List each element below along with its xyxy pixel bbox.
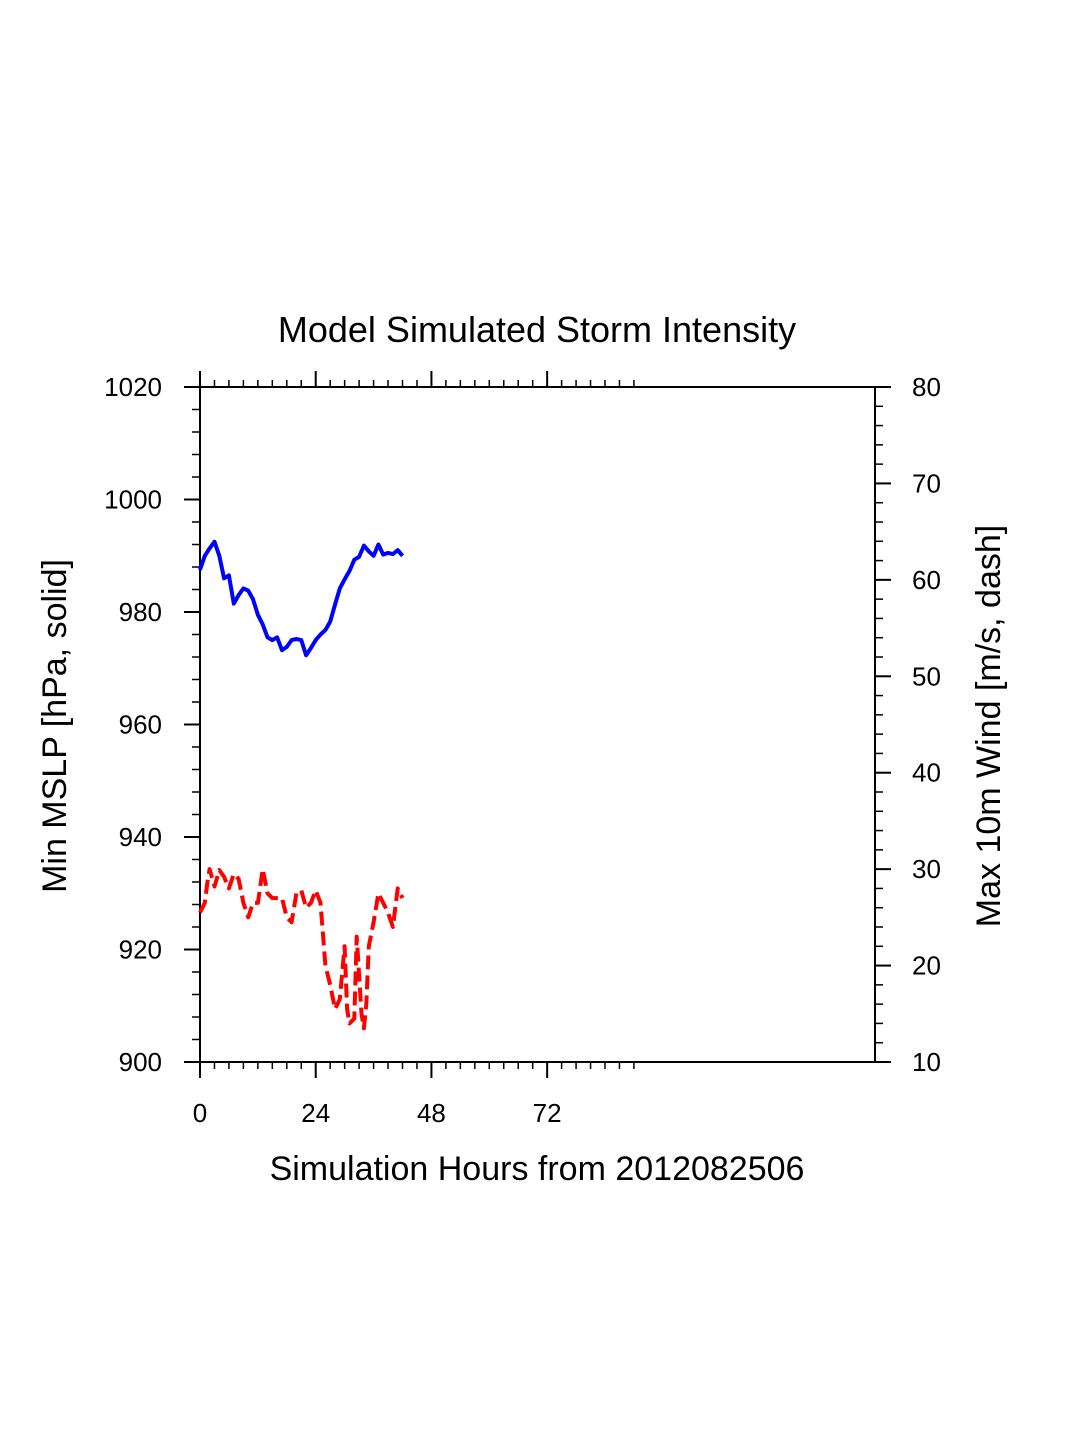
x-tick-label: 24 xyxy=(301,1098,330,1128)
y-left-tick-label: 960 xyxy=(119,710,162,740)
y-right-tick-label: 80 xyxy=(912,372,941,402)
x-tick-label: 0 xyxy=(193,1098,207,1128)
x-axis: 0 24 48 72 xyxy=(193,371,562,1128)
y-axis-left: 900 920 940 960 980 1000 1020 xyxy=(104,372,200,1077)
y-right-tick-label: 50 xyxy=(912,661,941,691)
x-axis-title: Simulation Hours from 2012082506 xyxy=(270,1150,805,1188)
y-right-tick-label: 60 xyxy=(912,565,941,595)
y-axis-left-title: Min MSLP [hPa, solid] xyxy=(36,559,74,893)
y-left-tick-label: 980 xyxy=(119,597,162,627)
y-left-tick-label: 920 xyxy=(119,935,162,965)
y-left-tick-label: 1020 xyxy=(104,372,162,402)
x-tick-label: 48 xyxy=(417,1098,446,1128)
series-line-max-10m-wind xyxy=(198,867,405,1031)
y-right-tick-label: 20 xyxy=(912,951,941,981)
y-right-tick-label: 30 xyxy=(912,854,941,884)
y-right-tick-label: 70 xyxy=(912,468,941,498)
y-right-tick-label: 40 xyxy=(912,758,941,788)
y-left-tick-label: 1000 xyxy=(104,485,162,515)
y-right-tick-label: 10 xyxy=(912,1047,941,1077)
y-axis-right-title: Max 10m Wind [m/s, dash] xyxy=(970,525,1008,927)
y-left-tick-label: 900 xyxy=(119,1047,162,1077)
y-axis-right: 10 20 30 40 50 60 70 80 xyxy=(875,372,941,1077)
plot-frame xyxy=(199,386,876,1063)
y-left-tick-label: 940 xyxy=(119,822,162,852)
series-line-min-mslp xyxy=(198,539,405,658)
x-tick-label: 72 xyxy=(533,1098,562,1128)
chart-title: Model Simulated Storm Intensity xyxy=(278,309,796,350)
minor-tick-marks xyxy=(192,380,883,1069)
